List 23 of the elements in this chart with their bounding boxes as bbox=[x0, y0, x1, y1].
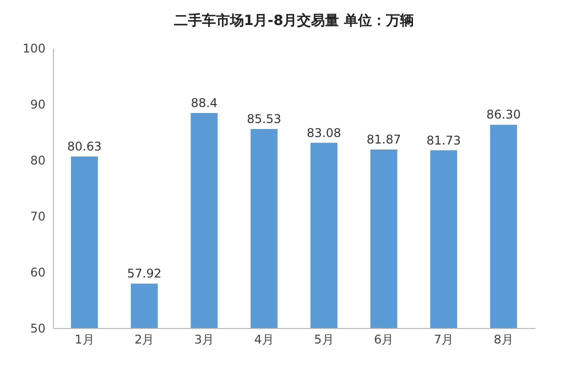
data-label: 57.92 bbox=[127, 266, 162, 281]
y-tick-label: 90 bbox=[30, 98, 46, 112]
y-tick-label: 60 bbox=[30, 266, 46, 280]
y-tick-label: 50 bbox=[30, 322, 46, 336]
data-label: 81.73 bbox=[426, 133, 461, 148]
data-label: 80.63 bbox=[67, 139, 102, 154]
x-tick-label: 2月 bbox=[134, 332, 154, 346]
data-label: 85.53 bbox=[246, 112, 282, 126]
x-tick-label: 4月 bbox=[254, 332, 274, 346]
y-tick-label: 70 bbox=[30, 210, 46, 224]
x-tick-label: 7月 bbox=[434, 332, 454, 346]
x-tick-label: 1月 bbox=[74, 332, 94, 346]
y-tick-label: 80 bbox=[30, 154, 46, 168]
chart-title: 二手车市场1月-8月交易量 单位：万辆 bbox=[174, 12, 414, 29]
data-label: 81.87 bbox=[366, 132, 401, 147]
x-tick-label: 6月 bbox=[374, 332, 394, 346]
x-tick-label: 8月 bbox=[494, 332, 514, 346]
data-label: 83.08 bbox=[306, 126, 342, 140]
x-tick-label: 3月 bbox=[194, 332, 214, 346]
x-tick-label: 5月 bbox=[314, 332, 334, 346]
data-label: 88.4 bbox=[190, 96, 218, 110]
y-tick-label: 100 bbox=[22, 42, 46, 56]
data-label: 86.30 bbox=[486, 108, 521, 122]
